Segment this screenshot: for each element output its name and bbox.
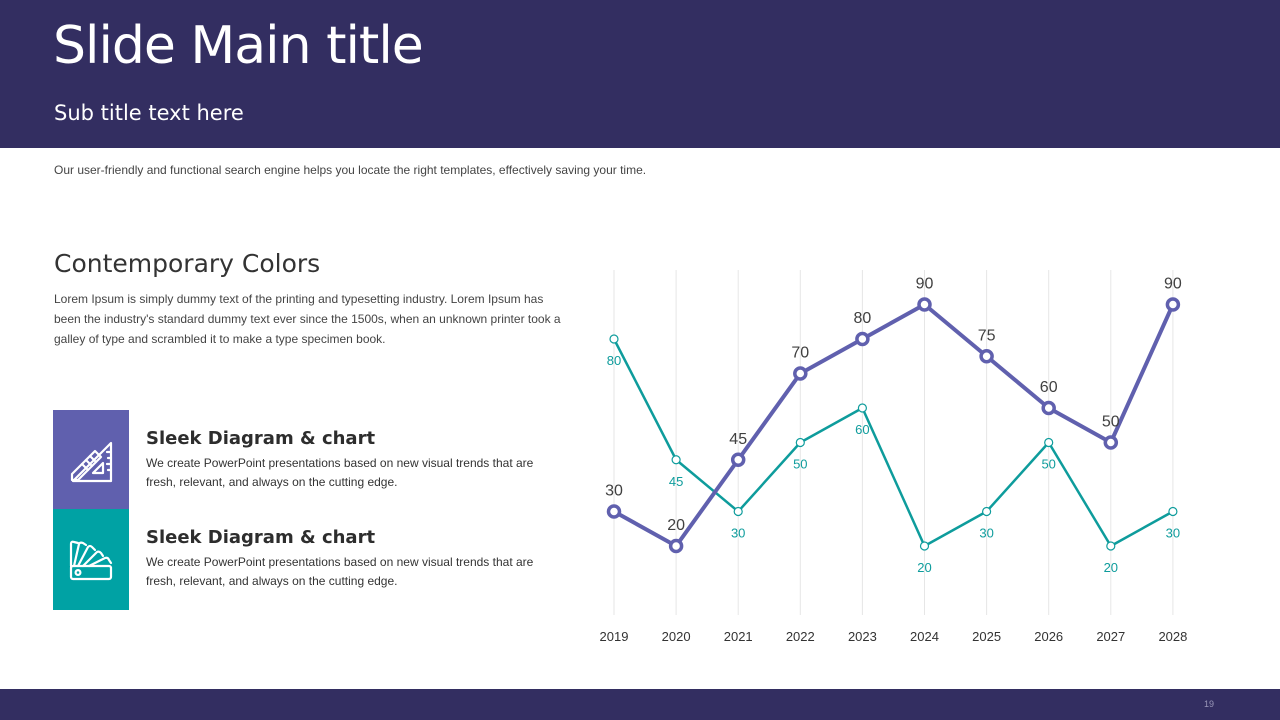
data-label-teal: 50 [793, 457, 807, 472]
data-point-teal [609, 334, 619, 344]
data-point-teal [982, 506, 992, 517]
data-label-purple: 80 [854, 310, 872, 327]
data-label-purple: 90 [1164, 276, 1182, 293]
section-title: Contemporary Colors [54, 249, 321, 278]
data-label-teal: 50 [1041, 457, 1055, 472]
feature-text-2: We create PowerPoint presentations based… [146, 555, 534, 588]
x-tick-label: 2022 [786, 629, 815, 644]
data-label-purple: 70 [791, 345, 809, 362]
x-tick-label: 2026 [1034, 629, 1063, 644]
data-point-teal [1106, 541, 1116, 551]
data-label-purple: 45 [729, 431, 747, 448]
slide-title: Slide Main title [53, 16, 424, 76]
x-tick-label: 2019 [600, 629, 629, 644]
data-label-teal: 30 [731, 526, 745, 541]
data-point-purple [1165, 297, 1181, 312]
data-label-teal: 80 [607, 353, 621, 368]
feature-icon-box-1 [53, 410, 129, 511]
color-swatch-icon [69, 540, 113, 580]
feature-title-2: Sleek Diagram & chart [146, 527, 376, 548]
data-point-teal [733, 506, 743, 517]
line-chart-svg: 2019 2020 2021 2022 2023 2024 2025 2026 2027 2028… [600, 270, 1187, 644]
series-line-teal [612, 338, 1174, 548]
data-label-teal: 30 [979, 526, 993, 541]
data-point-purple [1041, 400, 1056, 416]
footer-bar: 19 [0, 689, 1280, 720]
data-label-purple: 90 [916, 276, 934, 293]
x-tick-label: 2023 [848, 629, 877, 644]
feature-card-2: Sleek Diagram & chart We create PowerPoi… [53, 509, 573, 610]
data-label-purple: 30 [605, 483, 623, 500]
data-label-teal: 20 [917, 560, 931, 575]
x-tick-label: 2024 [910, 629, 939, 644]
data-label-teal: 20 [1104, 560, 1118, 575]
data-label-purple: 75 [978, 327, 996, 344]
line-chart: 2019 2020 2021 2022 2023 2024 2025 2026 2027 2028… [580, 260, 1220, 660]
data-point-purple [1103, 435, 1119, 450]
feature-text-1: We create PowerPoint presentations based… [146, 456, 534, 489]
data-point-teal [1168, 506, 1178, 517]
data-label-teal: 45 [669, 474, 683, 489]
data-label-teal: 30 [1166, 526, 1180, 541]
slide-subtitle: Sub title text here [54, 101, 244, 125]
data-point-teal [1044, 437, 1054, 448]
data-label-purple: 50 [1102, 414, 1120, 431]
x-tick-label: 2027 [1096, 629, 1125, 644]
feature-icon-box-2 [53, 509, 129, 610]
section-body: Lorem Ipsum is simply dummy text of the … [54, 292, 561, 346]
series-line-purple [613, 302, 1175, 548]
feature-title-1: Sleek Diagram & chart [146, 428, 376, 449]
data-point-teal [671, 455, 681, 465]
data-point-teal [919, 541, 930, 551]
x-tick-label: 2020 [662, 629, 691, 644]
x-tick-label: 2028 [1158, 629, 1187, 644]
data-label-purple: 60 [1040, 379, 1058, 396]
drafting-tools-icon [70, 441, 113, 482]
data-point-purple [917, 297, 932, 312]
data-point-purple [606, 504, 622, 519]
page-number: 19 [1203, 699, 1214, 709]
data-point-purple [979, 349, 994, 364]
header-bar: Slide Main title Sub title text here [0, 0, 1280, 148]
data-point-teal [857, 403, 867, 413]
intro-text: Our user-friendly and functional search … [54, 163, 647, 177]
x-tick-label: 2025 [972, 629, 1001, 644]
data-point-purple [730, 452, 746, 467]
x-tick-label: 2021 [724, 629, 753, 644]
data-point-purple [855, 331, 870, 347]
data-point-purple [793, 366, 808, 381]
data-point-purple [668, 538, 684, 554]
data-point-teal [795, 437, 805, 448]
feature-card-1: Sleek Diagram & chart We create PowerPoi… [53, 410, 573, 511]
data-label-teal: 60 [855, 422, 869, 437]
data-label-purple: 20 [667, 517, 685, 534]
